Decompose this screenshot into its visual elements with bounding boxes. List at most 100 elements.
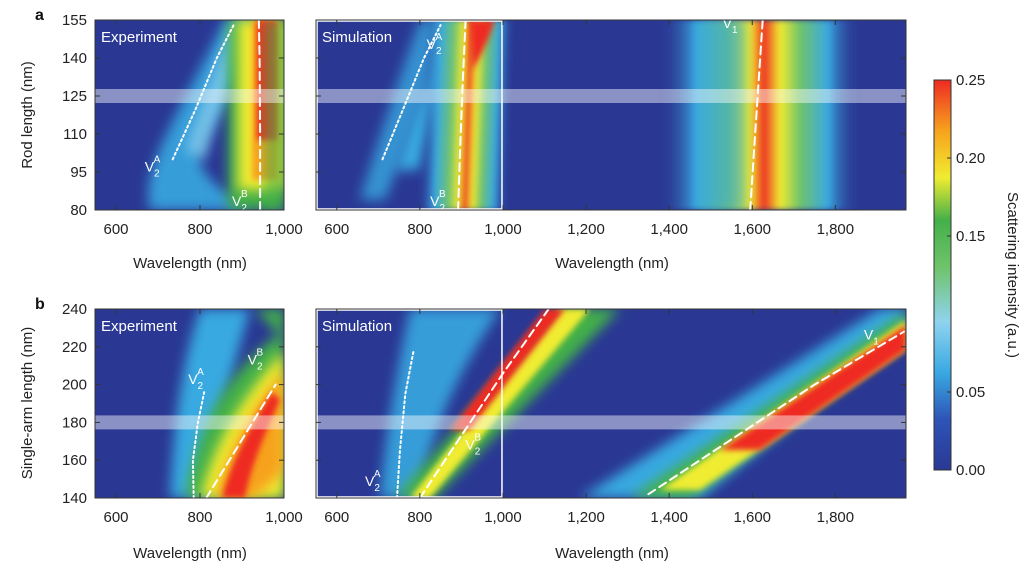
y-axis-ticks: 80 95 110 125 140 155	[62, 12, 284, 219]
x-axis-ticks: 600 800 1,000 1,200 1,400 1,600 1,800	[324, 20, 854, 238]
colorbar-tick-label: 0.05	[956, 384, 985, 401]
y-tick-label: 200	[62, 377, 87, 394]
highlight-band-rect	[95, 89, 284, 103]
x-tick-label: 600	[103, 221, 128, 238]
x-axis-ticks: 600 800 1,000	[103, 20, 303, 238]
x-tick-label: 800	[187, 221, 212, 238]
x-tick-label: 1,400	[650, 221, 688, 238]
y-axis-label: Single-arm length (nm)	[19, 327, 36, 480]
intensity-map	[170, 309, 284, 498]
highlight-band-rect	[95, 415, 284, 430]
y-tick-label: 240	[62, 301, 87, 318]
highlight-band	[316, 415, 906, 430]
highlight-band	[95, 415, 284, 430]
colorbar-tick-label: 0.25	[956, 72, 985, 89]
mode-label-v2a: V2A	[188, 367, 204, 392]
panel-b-simulation: V2A V2B V1 Simulation 600 800 1,000 1,200 1,40…	[315, 308, 907, 562]
mode-line-v2a	[191, 391, 206, 499]
x-tick-label: 800	[187, 509, 212, 526]
x-tick-label: 600	[324, 221, 349, 238]
mode-line-v2a	[171, 24, 235, 161]
mode-label-v2a: V2A	[427, 32, 443, 57]
mode-line-v2b	[205, 383, 277, 499]
mode-label-v2b: V2B	[248, 348, 264, 373]
panel-letter: a	[35, 7, 44, 24]
y-tick-label: 220	[62, 339, 87, 356]
x-tick-label: 800	[407, 221, 432, 238]
zoom-box-rect	[316, 309, 503, 498]
mode-label-v1: V1	[723, 15, 738, 36]
x-tick-label: 1,000	[484, 221, 522, 238]
highlight-band-rect	[316, 415, 906, 430]
panel-a-experiment: V2A V2B Experiment 80 95 110 125 140 155 600 80…	[19, 7, 303, 272]
mode-label-v1: V1	[864, 327, 879, 348]
zoom-region-box	[316, 309, 503, 498]
x-tick-label: 1,800	[817, 509, 855, 526]
x-axis-ticks: 600 800 1,000	[103, 309, 303, 526]
zoom-region-box	[316, 20, 503, 210]
x-tick-label: 1,400	[650, 509, 688, 526]
panel-letter: b	[35, 296, 45, 313]
y-tick-label: 95	[70, 164, 87, 181]
colorbar-gradient	[933, 79, 952, 471]
x-tick-label: 600	[324, 509, 349, 526]
colorbar-tick-label: 0.00	[956, 462, 985, 479]
x-tick-label: 1,600	[733, 221, 771, 238]
mode-label-v2b: V2B	[465, 433, 481, 458]
intensity-map	[148, 20, 284, 210]
colorbar-tick-label: 0.20	[956, 150, 985, 167]
mode-lines: V2A V2B V1	[381, 15, 764, 214]
y-tick-label: 125	[62, 88, 87, 105]
y-tick-label: 110	[63, 126, 87, 143]
highlight-band	[95, 89, 284, 103]
mode-line-v2b	[418, 308, 550, 499]
colorbar-label: Scattering intensity (a.u.)	[1004, 192, 1021, 358]
mode-label-v2a: V2A	[145, 154, 161, 179]
x-axis-label: Wavelength (nm)	[555, 545, 669, 562]
x-tick-label: 1,000	[265, 509, 303, 526]
x-tick-label: 800	[407, 509, 432, 526]
x-axis-label: Wavelength (nm)	[555, 255, 669, 272]
highlight-band	[316, 89, 906, 103]
axes-frame	[315, 19, 907, 211]
x-tick-label: 1,200	[567, 221, 605, 238]
axes-frame	[315, 308, 907, 499]
mode-line-v2a	[381, 24, 442, 161]
y-axis-ticks: 140 160 180 200 220 240	[62, 301, 284, 507]
panel-title: Simulation	[322, 29, 392, 46]
x-tick-label: 1,800	[817, 221, 855, 238]
mode-label-v2b: V2B	[232, 189, 248, 214]
y-tick-label: 140	[62, 50, 87, 67]
x-axis-label: Wavelength (nm)	[133, 255, 247, 272]
mode-label-v2a: V2A	[365, 469, 381, 494]
mode-label-v2b: V2B	[430, 189, 446, 214]
y-tick-label: 155	[62, 12, 87, 29]
y-tick-label: 140	[62, 490, 87, 507]
mode-lines: V2A V2B	[188, 348, 277, 499]
colorbar: 0.00 0.05 0.15 0.20 0.25 Scattering intensit…	[933, 72, 1021, 479]
x-tick-label: 600	[103, 509, 128, 526]
zoom-box-rect	[316, 20, 503, 210]
y-axis-label: Rod length (nm)	[19, 61, 36, 169]
axes-frame	[94, 308, 285, 499]
mode-line-v2a	[396, 349, 415, 499]
x-tick-label: 1,000	[484, 509, 522, 526]
colorbar-tick-label: 0.15	[956, 228, 985, 245]
x-tick-label: 1,000	[265, 221, 303, 238]
mode-line-v2b	[257, 19, 262, 211]
y-axis-ticks	[316, 19, 906, 211]
x-tick-label: 1,600	[733, 509, 771, 526]
mode-line-v2b	[457, 19, 467, 211]
panel-title: Experiment	[101, 318, 178, 335]
panel-a-simulation: V2A V2B V1 Simulation 600 800 1,000 1,200 1,40…	[315, 15, 907, 272]
mode-lines: V2A V2B V1	[365, 308, 905, 499]
y-tick-label: 160	[62, 452, 87, 469]
mode-lines: V2A V2B	[145, 19, 262, 214]
y-tick-label: 80	[70, 202, 87, 219]
y-axis-ticks	[316, 308, 906, 499]
mode-line-v1	[749, 19, 764, 211]
axes-frame	[94, 19, 285, 211]
y-tick-label: 180	[62, 414, 87, 431]
x-axis-label: Wavelength (nm)	[133, 545, 247, 562]
